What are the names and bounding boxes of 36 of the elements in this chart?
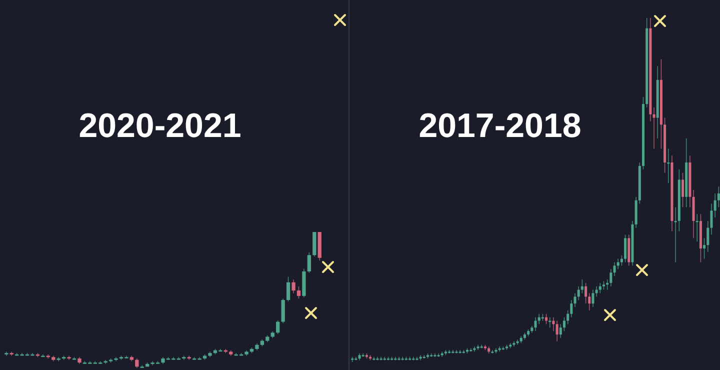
candlestick [613,262,616,276]
candlestick [292,279,296,294]
text: 2017-2018 [418,107,582,145]
candlestick [286,276,290,302]
candlestick [281,298,285,324]
candlestick [592,289,594,308]
candlestick [559,324,562,338]
candlestick [610,268,612,287]
candlestick [624,234,627,263]
candlestick [556,320,558,342]
candlestick [307,252,311,274]
candlestick [598,282,602,294]
candlestick [577,286,580,300]
candlestick [296,286,301,300]
candlestick [681,172,684,208]
chart-title: 2020-2021 [78,107,242,145]
candlestick [588,292,591,311]
candlestick [566,310,570,325]
candlestick [652,107,656,150]
candlestick [552,316,555,332]
candlestick [10,351,14,356]
candlestick [276,320,280,334]
candlestick [580,279,584,294]
candlestick [4,351,8,356]
candlestick [584,282,588,304]
candlestick [534,316,537,332]
candlestick [548,316,552,328]
candlestick [714,193,716,218]
candlestick [562,316,566,332]
candlestick [616,258,620,270]
candlestick [703,238,706,260]
candlestick [494,348,498,354]
candlestick [717,186,720,208]
candlestick [135,358,139,368]
candlestick [570,300,573,318]
candlestick [312,232,316,257]
